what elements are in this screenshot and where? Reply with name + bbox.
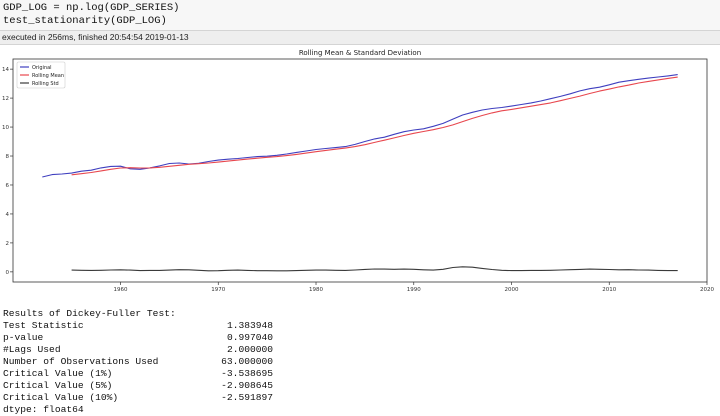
y-tick-label: 12	[2, 96, 9, 102]
legend-label: Rolling Mean	[32, 73, 64, 79]
y-tick-label: 6	[6, 183, 10, 189]
output-row: Critical Value (1%) -3.538695	[3, 368, 273, 380]
y-tick-label: 4	[6, 212, 10, 218]
output-row: Critical Value (10%) -2.591897	[3, 392, 273, 404]
output-row: Number of Observations Used 63.000000	[3, 356, 273, 368]
x-tick-label: 2000	[505, 287, 519, 293]
row-value: 2.000000	[226, 344, 273, 355]
legend-label: Rolling Std	[32, 81, 59, 87]
row-value: 1.383948	[226, 320, 273, 331]
y-tick-label: 14	[2, 67, 9, 73]
x-tick-label: 1990	[407, 287, 421, 293]
x-tick-label: 2020	[700, 287, 714, 293]
row-label: p-value	[3, 332, 44, 343]
row-label: #Lags Used	[3, 344, 61, 355]
dickey-fuller-output: Results of Dickey-Fuller Test: Test Stat…	[3, 308, 273, 416]
code-line-1[interactable]: GDP_LOG = np.log(GDP_SERIES)	[3, 2, 180, 14]
series-line-rolling-mean	[71, 76, 678, 176]
series-line-rolling-std	[71, 266, 678, 272]
legend-box	[16, 61, 66, 89]
x-tick-label: 1960	[114, 287, 128, 293]
row-label: Number of Observations Used	[3, 356, 159, 367]
row-value: 0.997040	[226, 332, 273, 343]
row-value: -3.538695	[221, 368, 273, 379]
x-tick-label: 1970	[211, 287, 225, 293]
chart-title: Rolling Mean & Standard Deviation	[298, 49, 422, 57]
legend-label: Original	[32, 65, 52, 71]
row-value: -2.591897	[221, 392, 273, 403]
x-tick-label: 1980	[309, 287, 323, 293]
output-row: Critical Value (5%) -2.908645	[3, 380, 273, 392]
row-label: Test Statistic	[3, 320, 84, 331]
row-value: -2.908645	[221, 380, 273, 391]
row-label: Critical Value (1%)	[3, 368, 113, 379]
output-dtype: dtype: float64	[3, 404, 84, 415]
row-label: Critical Value (10%)	[3, 392, 119, 403]
y-tick-label: 8	[6, 154, 10, 160]
y-tick-label: 2	[6, 241, 10, 247]
y-tick-label: 10	[2, 125, 9, 131]
output-header: Results of Dickey-Fuller Test:	[3, 308, 176, 319]
rolling-stats-chart: 0 2 4 6 8 10 12 14 1960 1970 1980 1990 2000 2010 2020 O…	[2, 58, 714, 293]
execution-status: executed in 256ms, finished 20:54:54 201…	[2, 32, 189, 42]
execution-status-bar: executed in 256ms, finished 20:54:54 201…	[0, 30, 720, 45]
output-row: Test Statistic 1.383948	[3, 320, 273, 332]
y-tick-label: 0	[6, 270, 10, 276]
row-value: 63.000000	[221, 356, 273, 367]
x-tick-label: 2010	[602, 287, 616, 293]
output-row: p-value 0.997040	[3, 332, 273, 344]
output-row: #Lags Used 2.000000	[3, 344, 273, 356]
code-cell[interactable]: GDP_LOG = np.log(GDP_SERIES) test_statio…	[0, 0, 720, 30]
code-line-2[interactable]: test_stationarity(GDP_LOG)	[3, 15, 167, 27]
row-label: Critical Value (5%)	[3, 380, 113, 391]
plot-area	[12, 58, 708, 283]
